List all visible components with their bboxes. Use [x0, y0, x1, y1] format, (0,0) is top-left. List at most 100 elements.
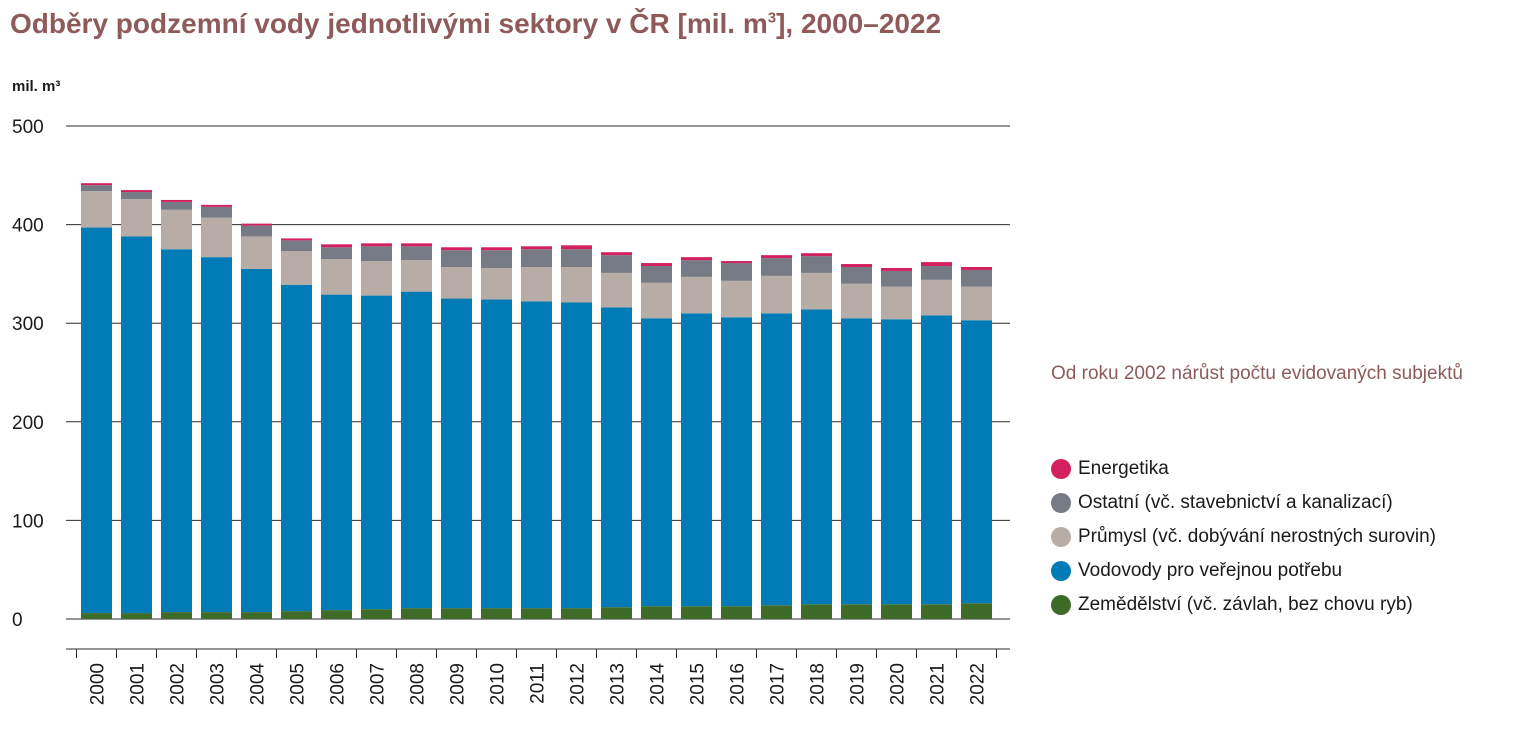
bar-segment-2001-s4	[121, 190, 152, 193]
bar-segment-2021-s0	[921, 604, 952, 619]
bar-segment-2018-s4	[801, 253, 832, 257]
bar-segment-2021-s1	[921, 315, 952, 605]
bar-segment-2005-s2	[281, 251, 312, 285]
legend-label: Vodovody pro veřejnou potřebu	[1078, 560, 1343, 581]
bar-segment-2019-s0	[841, 604, 872, 619]
legend-item: Ostatní (vč. stavebnictví a kanalizací)	[1051, 486, 1436, 520]
x-tick-label: 2000	[88, 663, 109, 705]
bar-segment-2012-s2	[561, 266, 592, 303]
bar-segment-2011-s3	[521, 249, 552, 267]
bar-segment-2014-s0	[641, 606, 672, 619]
bar-segment-2012-s3	[561, 249, 592, 267]
y-tick-label: 300	[12, 314, 44, 335]
bar-segment-2013-s0	[601, 607, 632, 619]
bar-segment-2002-s0	[161, 612, 192, 619]
bar-segment-2022-s1	[961, 320, 992, 604]
bar-segment-2014-s2	[641, 282, 672, 319]
bar-segment-2009-s4	[441, 247, 472, 251]
bar-segment-2008-s4	[401, 243, 432, 247]
bar-segment-2017-s2	[761, 275, 792, 314]
bar-segment-2017-s1	[761, 313, 792, 606]
bar-segment-2011-s0	[521, 608, 552, 619]
bar-segment-2003-s1	[201, 257, 232, 613]
legend-label: Energetika	[1078, 458, 1169, 479]
bar-segment-2009-s2	[441, 266, 472, 299]
bar-segment-2015-s1	[681, 313, 712, 607]
bar-segment-2007-s2	[361, 261, 392, 296]
x-tick-label: 2019	[848, 663, 869, 705]
x-tick-label: 2014	[648, 663, 669, 706]
bar-segment-2005-s4	[281, 238, 312, 241]
bar-segment-2013-s3	[601, 255, 632, 273]
legend-swatch	[1051, 493, 1071, 513]
bar-segment-2022-s0	[961, 603, 992, 619]
bar-segment-2005-s1	[281, 284, 312, 612]
bar-segment-2004-s2	[241, 236, 272, 269]
bar-segment-2015-s2	[681, 276, 712, 314]
x-tick-label: 2016	[728, 663, 749, 705]
x-tick-label: 2006	[328, 663, 349, 705]
bar-segment-2004-s4	[241, 223, 272, 226]
bar-segment-2004-s1	[241, 268, 272, 613]
bar-segment-2021-s2	[921, 279, 952, 316]
bar-segment-2020-s2	[881, 286, 912, 320]
y-axis-unit-label: mil. m³	[12, 78, 61, 95]
bar-segment-2008-s3	[401, 246, 432, 261]
bar-segment-2017-s0	[761, 605, 792, 619]
x-tick-label: 2022	[968, 663, 989, 705]
bar-segment-2018-s3	[801, 256, 832, 273]
bar-segment-2015-s4	[681, 257, 712, 261]
bar-segment-2001-s0	[121, 613, 152, 619]
legend-swatch	[1051, 561, 1071, 581]
bar-segment-2003-s2	[201, 217, 232, 258]
bar-segment-2010-s0	[481, 608, 512, 619]
bar-segment-2022-s4	[961, 266, 992, 270]
bar-segment-2013-s2	[601, 272, 632, 308]
bar-segment-2013-s1	[601, 307, 632, 608]
bar-segment-2004-s3	[241, 225, 272, 237]
bar-segment-2009-s3	[441, 250, 472, 267]
legend-label: Průmysl (vč. dobývání nerostných surovin…	[1078, 526, 1436, 547]
x-tick-label: 2015	[688, 663, 709, 705]
bar-segment-2018-s0	[801, 604, 832, 619]
bar-segment-2021-s3	[921, 266, 952, 280]
bar-segment-2016-s1	[721, 317, 752, 607]
bar-segment-2006-s2	[321, 259, 352, 295]
bar-segment-2016-s3	[721, 263, 752, 281]
bar-segment-2016-s2	[721, 280, 752, 318]
y-tick-label: 200	[12, 413, 44, 434]
bar-segment-2000-s2	[81, 191, 112, 228]
y-tick-label: 500	[12, 117, 44, 138]
bar-segment-2011-s1	[521, 301, 552, 609]
x-tick-label: 2013	[608, 663, 629, 705]
x-tick-label: 2010	[488, 663, 509, 705]
x-tick-label: 2020	[888, 663, 909, 705]
bar-segment-2008-s0	[401, 608, 432, 619]
x-tick-label: 2001	[128, 663, 149, 705]
bar-segment-2008-s1	[401, 291, 432, 609]
bar-segment-2020-s4	[881, 267, 912, 271]
bar-segment-2018-s1	[801, 309, 832, 605]
bar-segment-2017-s3	[761, 258, 792, 276]
bar-segment-2009-s1	[441, 298, 472, 609]
bar-segment-2000-s1	[81, 227, 112, 614]
x-tick-label: 2004	[248, 663, 269, 706]
bar-segment-2013-s4	[601, 252, 632, 256]
bar-segment-2017-s4	[761, 255, 792, 259]
bar-segment-2009-s0	[441, 608, 472, 619]
legend-swatch	[1051, 527, 1071, 547]
bar-segment-2002-s4	[161, 199, 192, 202]
legend-item: Energetika	[1051, 452, 1436, 486]
x-tick-label: 2007	[368, 663, 389, 705]
y-tick-label: 100	[12, 511, 44, 532]
bar-segment-2019-s2	[841, 283, 872, 319]
bar-segment-2003-s0	[201, 612, 232, 619]
bar-segment-2010-s4	[481, 247, 512, 251]
bar-segment-2020-s3	[881, 270, 912, 287]
bar-segment-2004-s0	[241, 612, 272, 619]
bar-segment-2022-s2	[961, 286, 992, 321]
bar-segment-2007-s3	[361, 246, 392, 262]
x-tick-label: 2009	[448, 663, 469, 705]
bar-segment-2020-s1	[881, 319, 912, 605]
